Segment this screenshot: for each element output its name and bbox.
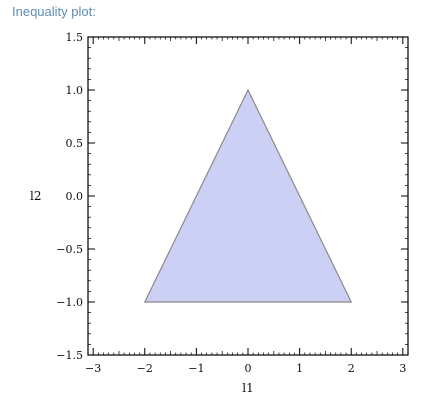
- x-tick-label: 1: [296, 362, 303, 375]
- y-axis-label: l2: [30, 189, 41, 203]
- x-axis-label: l1: [242, 381, 253, 395]
- x-tick-label: −1: [188, 362, 204, 375]
- x-tick-label: 2: [348, 362, 355, 375]
- x-tick-label: −3: [85, 362, 101, 375]
- y-tick-label: −0.5: [56, 243, 83, 256]
- y-tick-label: 0.5: [66, 137, 84, 150]
- y-tick-label: 1.5: [66, 31, 84, 44]
- y-tick-label: −1.0: [56, 296, 83, 309]
- y-tick-label: 0.0: [66, 190, 84, 203]
- x-tick-label: −2: [137, 362, 153, 375]
- plot-frame: [87, 36, 409, 356]
- section-title: Inequality plot:: [12, 4, 96, 19]
- y-tick-label: 1.0: [66, 84, 84, 97]
- x-tick-label: 0: [245, 362, 252, 375]
- y-tick-label: −1.5: [56, 349, 83, 362]
- inequality-region: [143, 88, 353, 303]
- x-tick-label: 3: [399, 362, 406, 375]
